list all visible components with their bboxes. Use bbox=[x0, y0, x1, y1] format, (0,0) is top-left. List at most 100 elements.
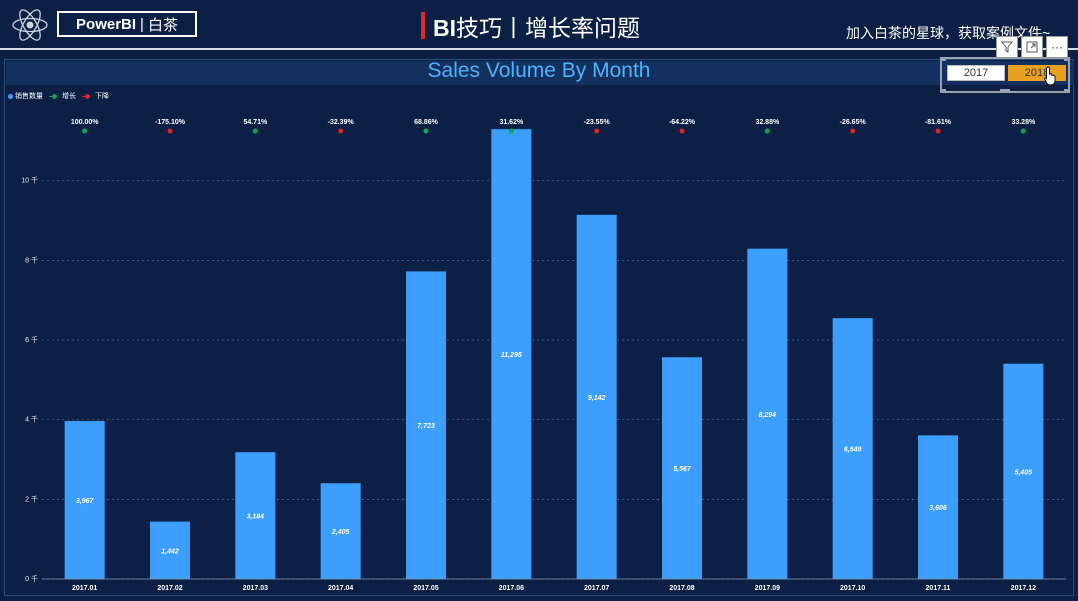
chart-title: Sales Volume By Month bbox=[427, 59, 651, 82]
more-options-icon[interactable]: ··· bbox=[1046, 36, 1068, 58]
focus-mode-icon-glyph bbox=[1026, 41, 1038, 53]
page-title: BI技巧丨增长率问题 bbox=[433, 9, 640, 43]
x-tick-label: 2017.11 bbox=[926, 585, 951, 592]
slicer-option-2017[interactable]: 2017 bbox=[947, 65, 1005, 81]
resize-handle[interactable] bbox=[1064, 57, 1070, 61]
growth-rate-label: 68.86% bbox=[414, 119, 439, 126]
x-tick-label: 2017.03 bbox=[243, 585, 268, 592]
x-tick-label: 2017.05 bbox=[413, 585, 438, 592]
bar bbox=[320, 483, 361, 579]
report-header: PowerBI | 白茶 BI技巧丨增长率问题 加入白茶的星球，获取案例文件~ bbox=[0, 0, 1078, 50]
resize-handle[interactable] bbox=[1000, 89, 1010, 93]
y-tick-label: 8 千 bbox=[25, 255, 38, 264]
bar-value-label: 7,723 bbox=[417, 423, 435, 430]
y-tick-label: 6 千 bbox=[25, 335, 38, 344]
bar bbox=[406, 271, 446, 579]
bar bbox=[662, 357, 702, 579]
growth-indicator-dot bbox=[594, 128, 600, 134]
bar-value-label: 1,442 bbox=[161, 548, 179, 555]
bar-value-label: 3,967 bbox=[76, 498, 95, 505]
growth-indicator-dot bbox=[423, 128, 429, 134]
atom-logo-icon bbox=[12, 9, 48, 41]
x-tick-label: 2017.01 bbox=[72, 585, 97, 592]
growth-rate-label: -64.22% bbox=[669, 119, 696, 126]
page-title-bold: BI bbox=[433, 15, 456, 41]
bar-value-label: 6,549 bbox=[844, 447, 862, 454]
y-tick-label: 4 千 bbox=[25, 415, 38, 424]
x-tick-label: 2017.07 bbox=[584, 585, 609, 592]
legend-item-up[interactable]: 增长 bbox=[49, 91, 76, 101]
brand-box: PowerBI | 白茶 bbox=[57, 11, 197, 37]
x-tick-label: 2017.06 bbox=[499, 585, 524, 592]
brand-name: PowerBI bbox=[76, 15, 137, 33]
title-accent-bar bbox=[421, 12, 425, 39]
bar bbox=[1003, 363, 1044, 579]
page-title-rest: 技巧丨增长率问题 bbox=[456, 15, 640, 41]
brand-separator: | bbox=[140, 15, 144, 33]
bar bbox=[235, 452, 276, 579]
bar bbox=[832, 318, 873, 579]
growth-indicator-dot bbox=[1020, 128, 1026, 134]
chart-legend[interactable]: 销售数量 增长 下降 bbox=[8, 91, 109, 101]
x-tick-label: 2017.12 bbox=[1011, 585, 1036, 592]
growth-rate-label: -23.55% bbox=[584, 119, 611, 126]
growth-indicator-dot bbox=[82, 128, 88, 134]
growth-rate-label: 100.00% bbox=[71, 119, 99, 126]
legend-down-label: 下降 bbox=[95, 93, 109, 100]
filter-icon-glyph bbox=[1001, 41, 1013, 53]
x-tick-label: 2017.10 bbox=[840, 585, 865, 592]
legend-sales-label: 销售数量 bbox=[15, 93, 43, 100]
bar bbox=[150, 521, 190, 579]
growth-indicator-dot bbox=[167, 128, 173, 134]
bar-value-label: 5,405 bbox=[1015, 469, 1033, 476]
legend-item-down[interactable]: 下降 bbox=[82, 91, 109, 101]
bar-value-label: 5,567 bbox=[673, 466, 692, 473]
growth-indicator-dot bbox=[252, 128, 258, 134]
bar bbox=[576, 214, 617, 579]
chart-title-bar bbox=[6, 61, 1074, 85]
bar-value-label: 11,295 bbox=[501, 352, 522, 359]
filter-icon[interactable] bbox=[996, 36, 1018, 58]
y-tick-label: 0 千 bbox=[25, 574, 38, 583]
resize-handle[interactable] bbox=[940, 89, 946, 93]
bar-value-label: 3,184 bbox=[247, 514, 265, 521]
growth-rate-label: 54.71% bbox=[243, 119, 268, 126]
resize-handle[interactable] bbox=[940, 57, 946, 61]
bar-value-label: 8,294 bbox=[759, 412, 777, 419]
y-tick-label: 2 千 bbox=[25, 494, 38, 503]
legend-sales-swatch bbox=[8, 93, 13, 99]
x-tick-label: 2017.02 bbox=[157, 585, 182, 592]
growth-rate-label: 32.88% bbox=[755, 119, 780, 126]
bar bbox=[491, 129, 532, 579]
x-tick-label: 2017.09 bbox=[755, 585, 780, 592]
growth-indicator-dot bbox=[338, 128, 344, 134]
bar-value-label: 2,405 bbox=[331, 529, 350, 536]
hand-cursor-icon bbox=[1044, 66, 1056, 86]
legend-item-sales[interactable]: 销售数量 bbox=[8, 91, 43, 101]
bar bbox=[64, 420, 105, 579]
growth-indicator-dot bbox=[935, 128, 941, 134]
growth-rate-label: -26.65% bbox=[840, 119, 867, 126]
header-divider bbox=[0, 48, 1078, 50]
legend-down-swatch bbox=[85, 93, 90, 99]
growth-rate-label: 31.62% bbox=[499, 119, 524, 126]
growth-rate-label: -32.39% bbox=[328, 119, 355, 126]
growth-indicator-dot bbox=[508, 128, 514, 134]
growth-rate-label: 33.28% bbox=[1011, 119, 1036, 126]
chart-visual[interactable] bbox=[4, 59, 1074, 596]
resize-handle[interactable] bbox=[1064, 89, 1070, 93]
bar bbox=[747, 248, 788, 580]
bar-value-label: 3,606 bbox=[929, 505, 947, 512]
x-tick-label: 2017.04 bbox=[328, 585, 353, 592]
focus-mode-icon[interactable] bbox=[1021, 36, 1043, 58]
growth-indicator-dot bbox=[850, 128, 856, 134]
bar-value-label: 9,142 bbox=[588, 395, 606, 402]
visual-header-icons: ··· bbox=[996, 36, 1068, 58]
bar bbox=[918, 435, 958, 579]
growth-indicator-dot bbox=[764, 128, 770, 134]
growth-rate-label: -175.10% bbox=[155, 119, 186, 126]
brand-cn: 白茶 bbox=[147, 16, 178, 34]
x-tick-label: 2017.08 bbox=[669, 585, 694, 592]
growth-rate-label: -81.61% bbox=[925, 119, 952, 126]
